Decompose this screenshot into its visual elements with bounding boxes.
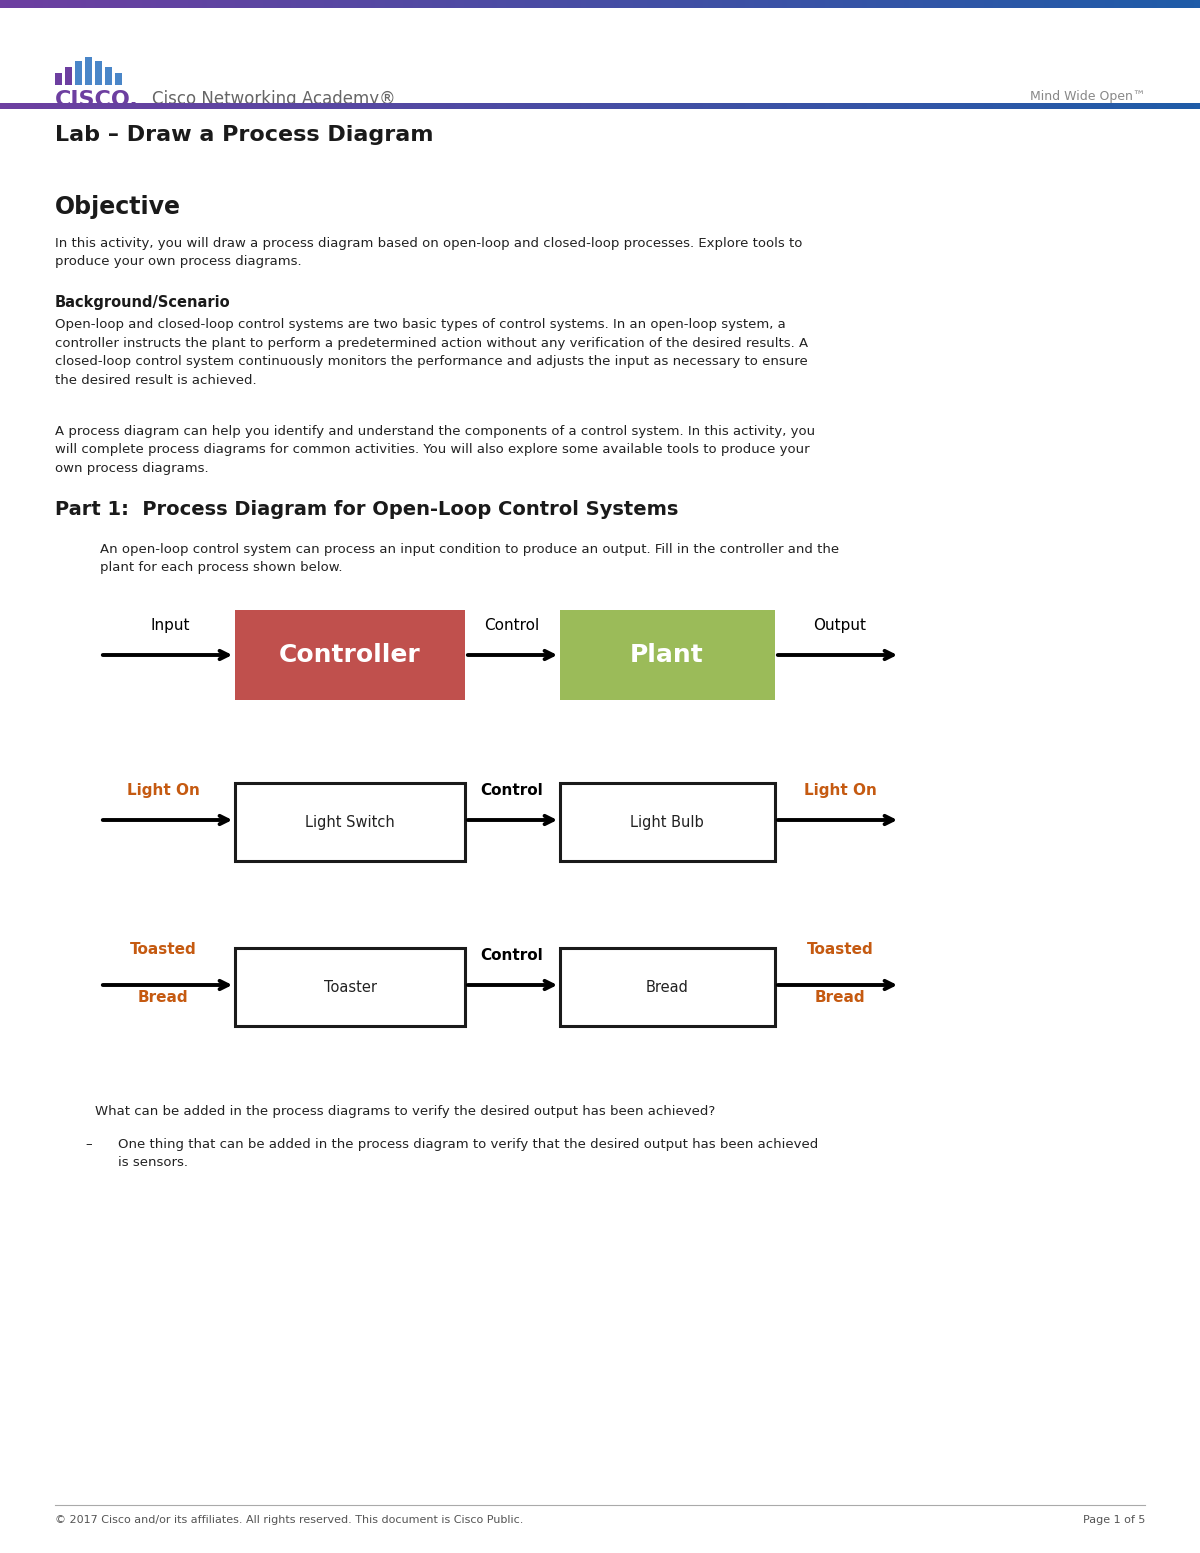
Text: Toaster: Toaster: [324, 980, 377, 994]
Bar: [74, 61, 82, 85]
Text: Control: Control: [485, 618, 540, 634]
Bar: [560, 610, 775, 700]
Text: –: –: [85, 1138, 91, 1151]
Bar: [235, 610, 466, 700]
Bar: [235, 947, 466, 1027]
Text: Plant: Plant: [630, 643, 704, 666]
Bar: [235, 783, 466, 860]
Text: A process diagram can help you identify and understand the components of a contr: A process diagram can help you identify …: [55, 426, 815, 475]
Text: Cisco Networking Academy®: Cisco Networking Academy®: [152, 90, 396, 109]
Text: Mind Wide Open™: Mind Wide Open™: [1030, 90, 1145, 102]
Text: Bread: Bread: [815, 989, 865, 1005]
Text: Page 1 of 5: Page 1 of 5: [1082, 1516, 1145, 1525]
Text: Toasted: Toasted: [806, 943, 874, 957]
Text: Light On: Light On: [804, 783, 876, 798]
Text: Control: Control: [481, 783, 544, 798]
Bar: [115, 73, 122, 85]
Text: Control: Control: [481, 947, 544, 963]
Text: Part 1:  Process Diagram for Open-Loop Control Systems: Part 1: Process Diagram for Open-Loop Co…: [55, 500, 678, 519]
Text: Light Bulb: Light Bulb: [630, 814, 704, 829]
Text: Open-loop and closed-loop control systems are two basic types of control systems: Open-loop and closed-loop control system…: [55, 318, 808, 387]
Text: In this activity, you will draw a process diagram based on open-loop and closed-: In this activity, you will draw a proces…: [55, 238, 803, 269]
Text: Background/Scenario: Background/Scenario: [55, 295, 230, 311]
Text: Input: Input: [150, 618, 190, 634]
Text: © 2017 Cisco and/or its affiliates. All rights reserved. This document is Cisco : © 2017 Cisco and/or its affiliates. All …: [55, 1516, 523, 1525]
Bar: [560, 947, 775, 1027]
Bar: [95, 61, 102, 85]
Text: One thing that can be added in the process diagram to verify that the desired ou: One thing that can be added in the proce…: [118, 1138, 818, 1169]
Text: Bread: Bread: [138, 989, 188, 1005]
Text: What can be added in the process diagrams to verify the desired output has been : What can be added in the process diagram…: [95, 1106, 715, 1118]
Text: Controller: Controller: [280, 643, 421, 666]
Text: Output: Output: [814, 618, 866, 634]
Text: Light On: Light On: [126, 783, 199, 798]
Bar: [55, 73, 62, 85]
Bar: [85, 57, 92, 85]
Bar: [106, 67, 112, 85]
Bar: [560, 783, 775, 860]
Text: Lab – Draw a Process Diagram: Lab – Draw a Process Diagram: [55, 124, 433, 144]
Text: Light Switch: Light Switch: [305, 814, 395, 829]
Text: CISCO.: CISCO.: [55, 90, 139, 110]
Bar: [65, 67, 72, 85]
Text: Toasted: Toasted: [130, 943, 197, 957]
Text: Bread: Bread: [646, 980, 689, 994]
Bar: [0, 8, 1200, 102]
Text: Objective: Objective: [55, 196, 181, 219]
Text: An open-loop control system can process an input condition to produce an output.: An open-loop control system can process …: [100, 544, 839, 575]
